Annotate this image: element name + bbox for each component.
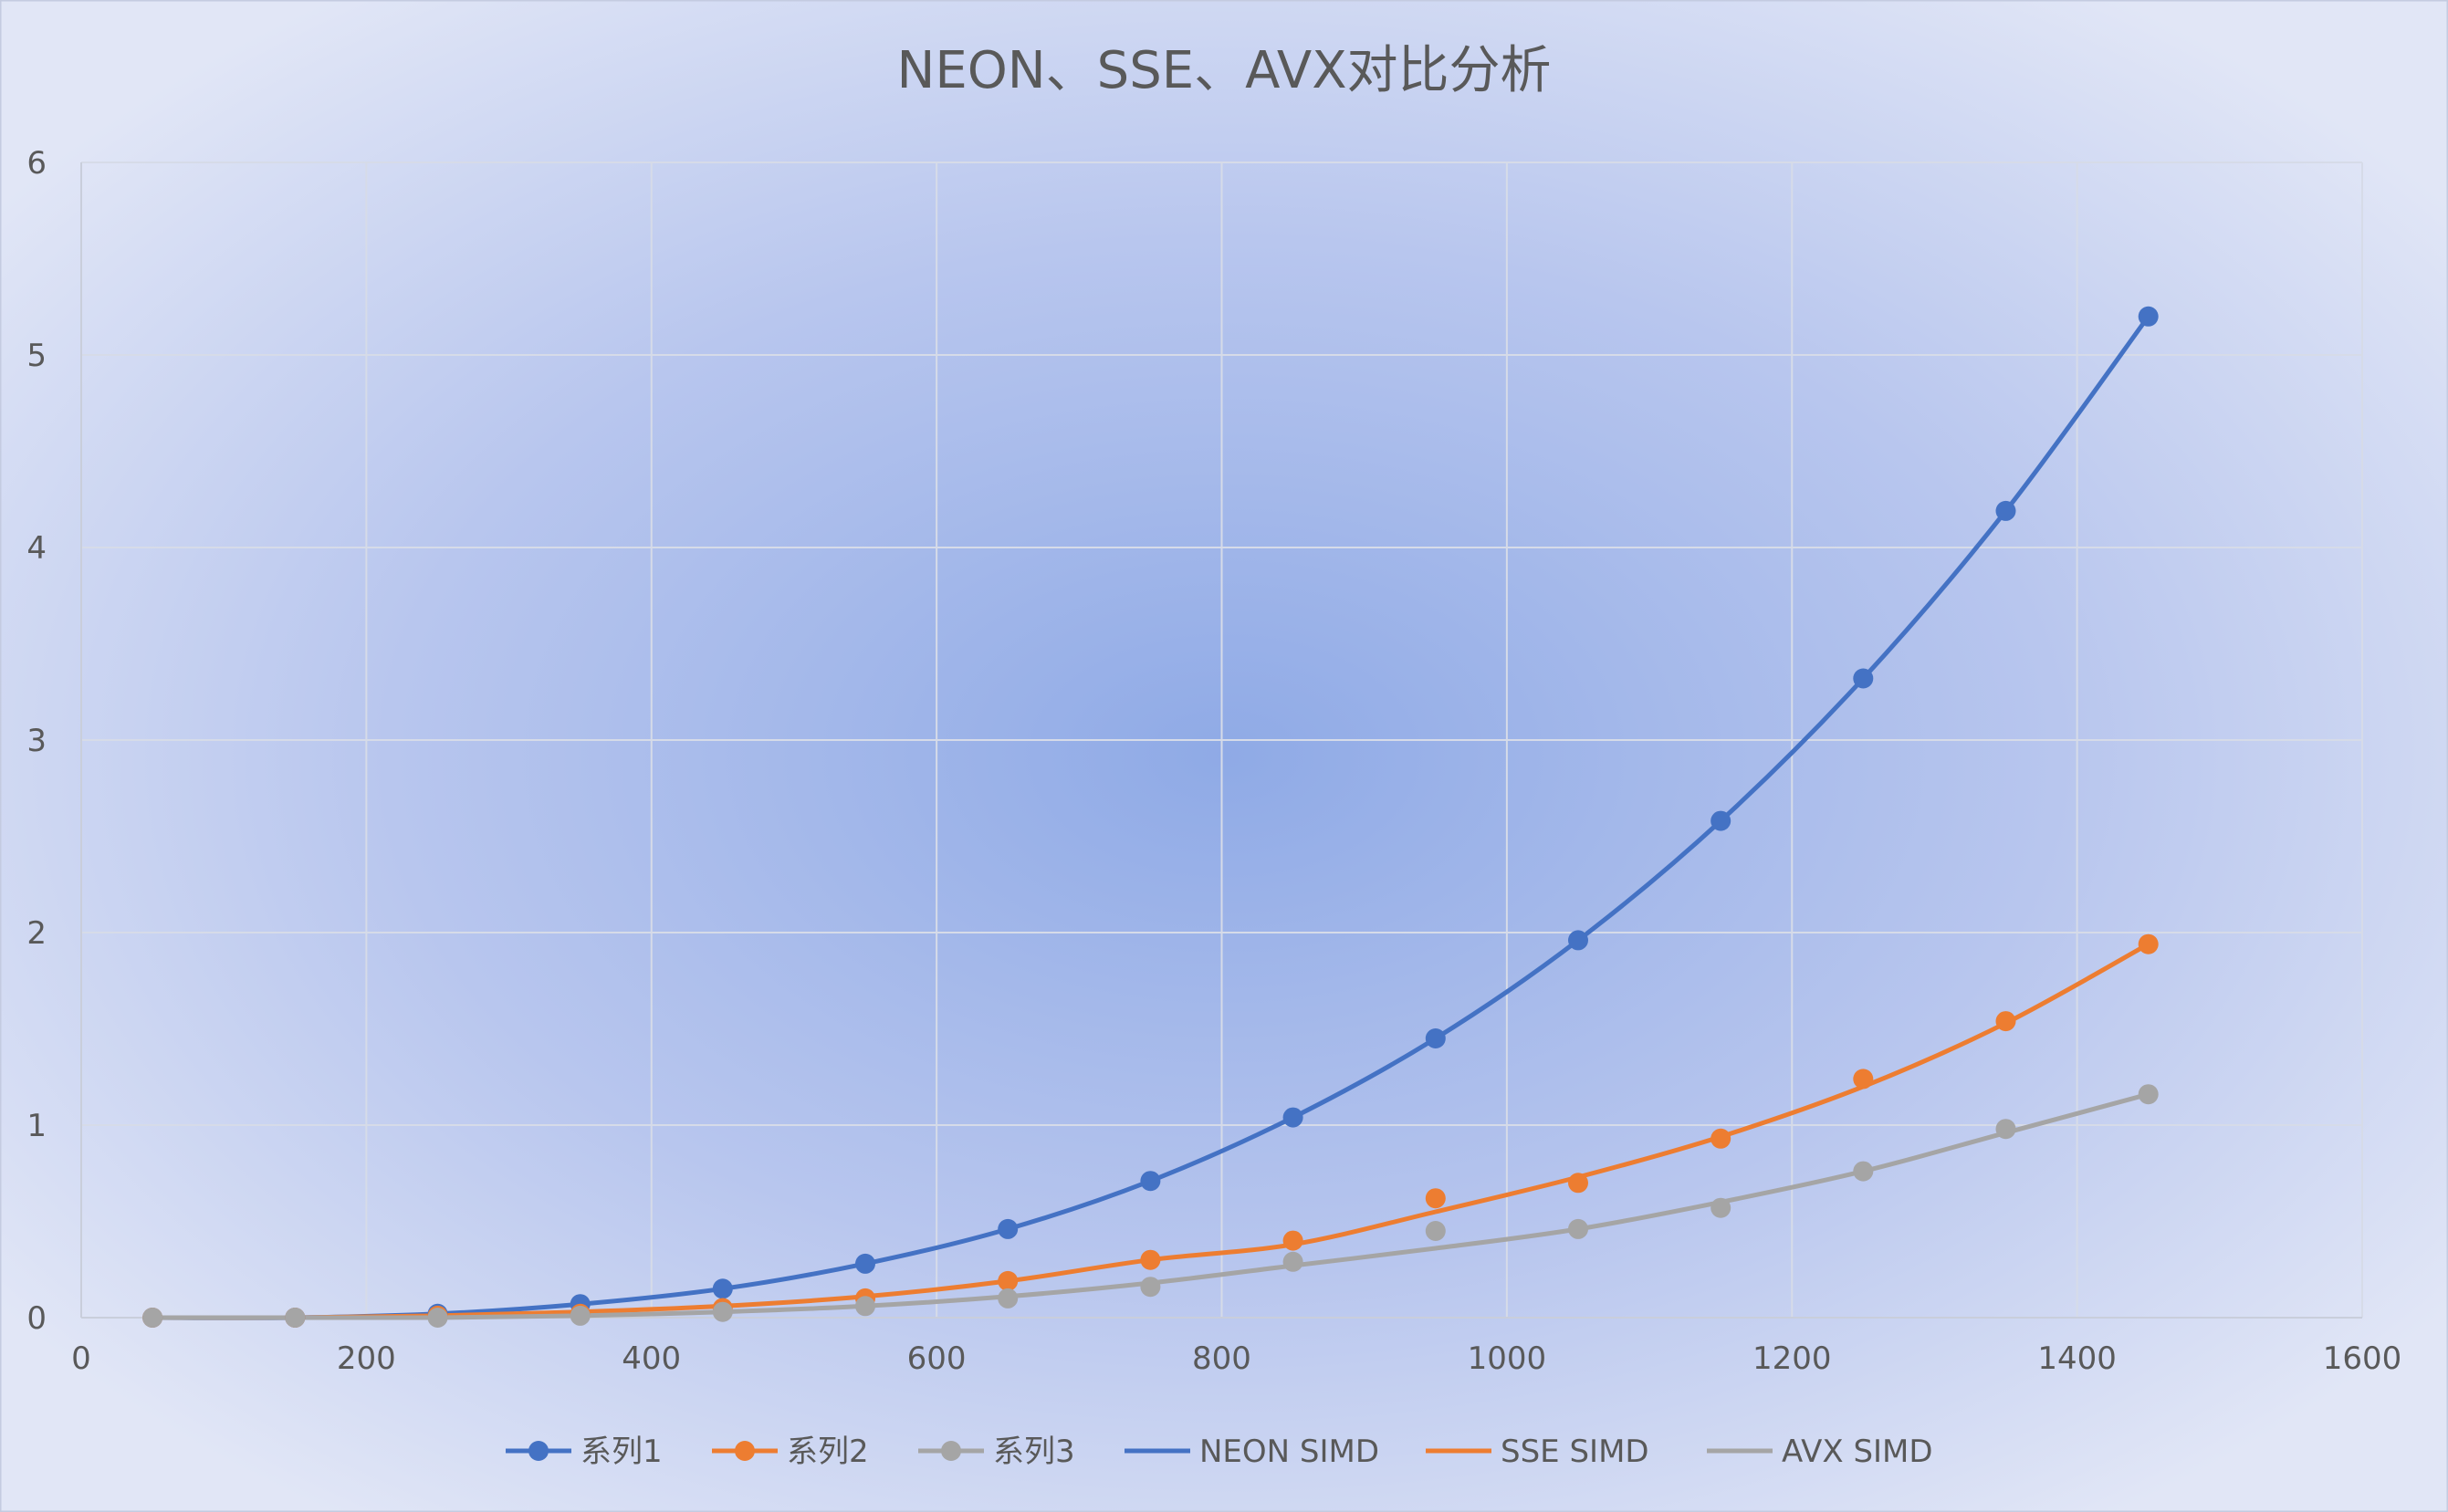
x-tick-label: 1200 <box>1752 1340 1832 1377</box>
series-3-point <box>998 1288 1019 1309</box>
axes: 0 200 400 600 800 1000 1200 1400 1600 0 1 2 3 4 5 6 <box>26 145 2401 1377</box>
series-2-point <box>1425 1188 1446 1209</box>
legend-marker-swatch <box>528 1441 549 1461</box>
y-tick-label: 1 <box>26 1108 47 1144</box>
legend-item-3[interactable]: 系列3 <box>918 1434 1075 1470</box>
gridlines <box>81 162 2363 1318</box>
series-1-point <box>1140 1171 1161 1192</box>
y-tick-label: 4 <box>26 530 47 567</box>
series-1-point <box>1853 668 1874 689</box>
series-3-point <box>1853 1161 1874 1182</box>
legend-marker-swatch <box>941 1441 961 1461</box>
series-3-point <box>142 1308 163 1328</box>
series-2-point <box>2138 933 2159 954</box>
series-3-point <box>1425 1221 1446 1241</box>
y-tick-label: 5 <box>26 338 47 374</box>
legend-label: 系列1 <box>581 1434 663 1470</box>
legend-marker-swatch <box>735 1441 755 1461</box>
series-3-point <box>1568 1218 1588 1239</box>
y-tick-label: 3 <box>26 723 47 759</box>
series-1-point <box>998 1218 1019 1239</box>
series-2-point <box>1282 1230 1303 1251</box>
legend-item-avx-simd[interactable]: AVX SIMD <box>1707 1434 1933 1470</box>
series-layer <box>142 306 2159 1328</box>
series-2-point <box>1140 1249 1161 1270</box>
series-2-point <box>998 1270 1019 1291</box>
series-1-point <box>1710 810 1731 831</box>
series-2-point <box>1568 1173 1588 1194</box>
series-1-point <box>1425 1028 1446 1048</box>
y-tick-label: 0 <box>26 1300 47 1337</box>
series-3-point <box>285 1308 306 1328</box>
series-3-point <box>855 1296 875 1317</box>
series-1-point <box>2138 306 2159 327</box>
legend-label: SSE SIMD <box>1501 1434 1649 1470</box>
series-3-point <box>1140 1277 1161 1298</box>
series-1-point <box>855 1253 875 1274</box>
series-3-point <box>1282 1251 1303 1272</box>
legend-label: NEON SIMD <box>1199 1434 1379 1470</box>
series-1-point <box>1568 930 1588 951</box>
series-3-markers <box>142 1084 2159 1328</box>
series-3-point <box>1710 1197 1731 1218</box>
legend-item-1[interactable]: 系列1 <box>506 1434 663 1470</box>
legend-item-neon-simd[interactable]: NEON SIMD <box>1125 1434 1379 1470</box>
y-tick-label: 2 <box>26 915 47 952</box>
x-tick-label: 400 <box>622 1340 681 1377</box>
series-1-point <box>712 1278 733 1299</box>
chart-title: NEON、SSE、AVX对比分析 <box>896 41 1551 100</box>
series-2-point <box>1853 1069 1874 1090</box>
x-tick-label: 800 <box>1192 1340 1251 1377</box>
x-tick-label: 1600 <box>2323 1340 2402 1377</box>
series-1-point <box>1995 500 2016 521</box>
legend-item-sse-simd[interactable]: SSE SIMD <box>1426 1434 1649 1470</box>
x-tick-label: 200 <box>337 1340 396 1377</box>
x-tick-label: 0 <box>71 1340 91 1377</box>
legend-label: AVX SIMD <box>1782 1434 1933 1470</box>
series-2-point <box>1995 1011 2016 1032</box>
series-1-point <box>1282 1107 1303 1128</box>
legend-label: 系列2 <box>787 1434 869 1470</box>
series-3-point <box>570 1305 591 1326</box>
legend-label: 系列3 <box>993 1434 1075 1470</box>
series-2-point <box>1710 1128 1731 1149</box>
series-3-point <box>427 1308 448 1328</box>
x-tick-label: 1000 <box>1468 1340 1547 1377</box>
y-tick-label: 6 <box>26 145 47 182</box>
series-3-point <box>1995 1119 2016 1140</box>
series-3-point <box>2138 1084 2159 1105</box>
x-tick-label: 600 <box>907 1340 967 1377</box>
series-3-point <box>712 1301 733 1322</box>
x-tick-label: 1400 <box>2037 1340 2117 1377</box>
legend-item-2[interactable]: 系列2 <box>712 1434 869 1470</box>
legend: 系列1 系列2 系列3 NEON SIMD SSE SIMD AVX SIMD <box>506 1434 1933 1470</box>
